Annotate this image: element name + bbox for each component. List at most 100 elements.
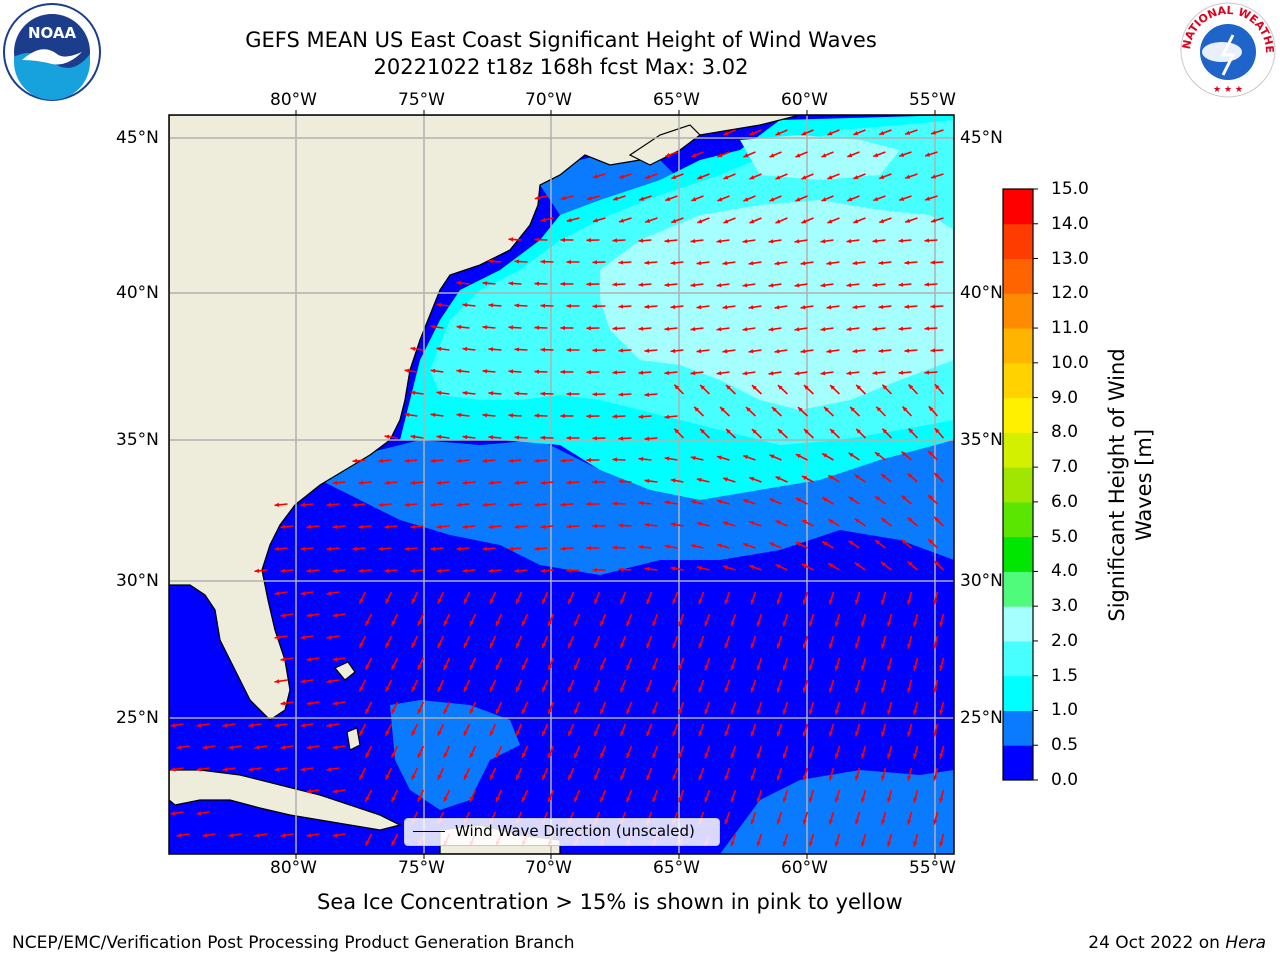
- lat-label-left-40n: 40°N: [116, 283, 159, 303]
- wave-direction-arrowhead: [638, 544, 644, 550]
- wave-direction-arrowhead: [742, 371, 748, 376]
- wave-direction-arrowhead: [482, 413, 488, 418]
- wave-direction-arrowhead: [652, 797, 657, 803]
- wave-direction-arrowhead: [898, 238, 904, 243]
- wave-direction-arrowhead: [391, 708, 396, 714]
- wave-direction-arrowhead: [745, 407, 751, 412]
- wave-direction-arrowhead: [801, 219, 807, 224]
- colorbar-segment: [1003, 710, 1033, 746]
- wave-direction-arrowhead: [566, 347, 571, 353]
- wave-direction-arrowhead: [430, 546, 436, 552]
- wave-direction-arrowhead: [808, 753, 813, 759]
- legend-line-sample: [413, 831, 445, 832]
- wave-direction-arrowhead: [931, 174, 936, 179]
- wave-direction-arrowhead: [860, 709, 866, 715]
- wave-direction-arrowhead: [748, 261, 754, 266]
- wave-direction-arrowhead: [378, 546, 384, 552]
- wave-direction-arrowhead: [574, 621, 579, 627]
- wave-direction-arrowhead: [332, 701, 338, 706]
- wave-direction-arrowhead: [875, 496, 880, 501]
- wave-direction-arrowhead: [437, 642, 442, 648]
- wave-direction-arrowhead: [664, 370, 670, 376]
- wave-direction-arrowhead: [508, 413, 514, 418]
- wave-direction-arrowhead: [913, 621, 918, 627]
- wave-direction-arrowhead: [443, 664, 448, 670]
- wave-direction-arrowhead: [514, 480, 520, 486]
- wave-direction-arrowhead: [540, 217, 546, 222]
- wave-direction-arrowhead: [854, 687, 860, 693]
- wave-direction-arrowhead: [560, 195, 566, 201]
- wave-direction-arrowhead: [592, 218, 598, 223]
- wave-direction-arrowhead: [826, 349, 832, 354]
- wave-direction-arrowhead: [548, 620, 553, 626]
- wave-direction-arrowhead: [775, 219, 781, 224]
- wave-direction-arrowhead: [274, 591, 280, 596]
- wave-direction-arrowhead: [904, 348, 910, 353]
- wave-direction-arrowhead: [620, 599, 625, 605]
- wave-direction-arrowhead: [901, 451, 907, 457]
- wave-direction-arrowhead: [887, 753, 892, 759]
- wave-direction-arrowhead: [750, 599, 755, 605]
- wave-direction-arrowhead: [456, 502, 462, 508]
- wave-direction-arrowhead: [600, 621, 605, 627]
- wave-direction-arrowhead: [417, 796, 422, 802]
- wave-direction-arrowhead: [872, 282, 878, 288]
- wave-direction-arrowhead: [646, 731, 651, 737]
- wave-direction-arrowhead: [716, 543, 722, 548]
- wave-direction-arrowhead: [674, 428, 680, 434]
- wave-direction-arrowhead: [852, 348, 858, 354]
- wave-direction-arrowhead: [820, 327, 826, 332]
- wave-direction-arrowhead: [359, 598, 364, 604]
- wave-direction-arrowhead: [873, 152, 879, 158]
- wave-direction-arrowhead: [430, 324, 436, 330]
- wave-direction-arrowhead: [828, 563, 834, 568]
- lon-label-bottom-80w: 80°W: [270, 858, 317, 878]
- wave-direction-arrowhead: [834, 753, 840, 759]
- wave-direction-arrowhead: [724, 775, 729, 781]
- wave-direction-arrowhead: [750, 731, 755, 737]
- wave-direction-arrowhead: [417, 620, 422, 626]
- wave-direction-arrowhead: [775, 520, 781, 525]
- wave-direction-arrowhead: [594, 643, 599, 649]
- wave-direction-arrowhead: [853, 131, 859, 136]
- wave-direction-arrowhead: [856, 428, 861, 434]
- wave-direction-arrowhead: [775, 131, 781, 136]
- lat-label-right-25n: 25°N: [960, 708, 1003, 728]
- wave-direction-arrowhead: [776, 643, 781, 649]
- wave-direction-arrowhead: [881, 775, 886, 781]
- wave-direction-arrowhead: [568, 599, 573, 604]
- wave-direction-arrowhead: [488, 568, 494, 574]
- wave-direction-arrowhead: [698, 599, 703, 605]
- wave-direction-arrowhead: [644, 436, 650, 441]
- wave-direction-arrowhead: [534, 502, 540, 508]
- wave-direction-arrowhead: [722, 305, 728, 310]
- colorbar-tick-label: 10.0: [1051, 352, 1089, 373]
- wave-direction-arrowhead: [730, 753, 735, 759]
- wave-direction-arrowhead: [887, 797, 892, 803]
- wave-direction-arrowhead: [769, 197, 775, 202]
- wave-direction-arrowhead: [514, 568, 520, 574]
- wave-direction-arrowhead: [462, 302, 468, 308]
- wave-direction-arrowhead: [592, 392, 598, 397]
- wave-direction-arrowhead: [873, 196, 879, 202]
- wave-direction-arrowhead: [934, 384, 940, 390]
- wave-direction-arrowhead: [540, 391, 546, 396]
- colorbar-segment: [1003, 293, 1033, 329]
- wave-direction-arrowhead: [697, 175, 703, 180]
- colorbar-tick-label: 12.0: [1051, 283, 1089, 304]
- wave-direction-arrowhead: [352, 546, 358, 552]
- wave-direction-arrowhead: [723, 219, 729, 224]
- wave-direction-arrowhead: [222, 723, 228, 728]
- wave-direction-arrowhead: [638, 370, 644, 375]
- wave-direction-arrowhead: [560, 369, 565, 375]
- wave-direction-arrowhead: [548, 708, 553, 714]
- wave-direction-arrowhead: [436, 302, 442, 308]
- wave-direction-arrowhead: [726, 385, 731, 390]
- wave-direction-arrowhead: [775, 175, 781, 180]
- wave-direction-arrowhead: [907, 643, 912, 649]
- wave-direction-arrowhead: [619, 174, 625, 179]
- wave-direction-arrowhead: [834, 797, 840, 803]
- wave-direction-arrowhead: [776, 599, 781, 605]
- wave-direction-arrowhead: [852, 260, 858, 266]
